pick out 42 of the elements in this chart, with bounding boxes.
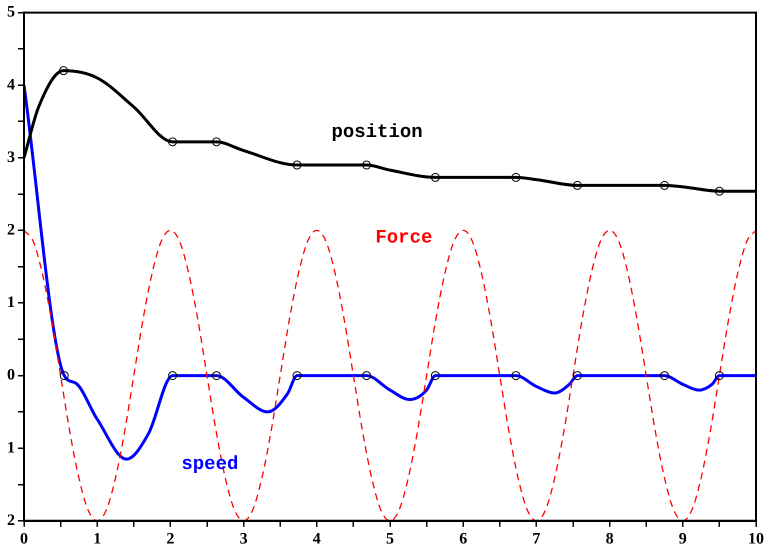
- x-tick-label: 4: [312, 530, 321, 548]
- point: [292, 371, 302, 380]
- x-tick-label: 3: [240, 530, 248, 548]
- x-tick-label: 10: [748, 530, 764, 548]
- y-tick-label: 0: [7, 366, 15, 384]
- point: [362, 160, 372, 170]
- point: [714, 371, 724, 380]
- point: [572, 371, 582, 380]
- point: [59, 66, 68, 76]
- y-tick-label: 4: [7, 76, 15, 94]
- point: [168, 137, 178, 146]
- point: [362, 371, 372, 380]
- point: [714, 186, 724, 196]
- point: [660, 180, 669, 190]
- point: [511, 172, 520, 182]
- point: [292, 160, 302, 170]
- point: [168, 371, 178, 380]
- x-tick-label: 5: [386, 530, 394, 548]
- x-tick-label: 1: [93, 530, 102, 548]
- series-label: position: [331, 121, 423, 144]
- y-tick-label: 2: [7, 512, 15, 529]
- y-tick-label: 1: [7, 294, 15, 312]
- x-tick-label: 2: [166, 530, 174, 548]
- point: [511, 371, 520, 380]
- x-tick-label: 0: [20, 530, 28, 548]
- y-tick-label: 5: [7, 4, 15, 21]
- x-tick-label: 8: [606, 530, 614, 548]
- y-tick-label: 1: [7, 439, 15, 456]
- text: speed: [181, 452, 238, 475]
- point: [430, 172, 440, 182]
- x-tick-label: 9: [678, 530, 687, 548]
- point: [212, 371, 222, 380]
- series-label: Force: [375, 226, 432, 248]
- y-tick-label: 2: [7, 222, 15, 239]
- point: [60, 371, 69, 380]
- point: [430, 371, 440, 380]
- y-tick-label: 3: [7, 148, 15, 166]
- x-tick-label: 7: [532, 530, 540, 548]
- x-tick-label: 6: [459, 530, 468, 548]
- point: [660, 371, 669, 380]
- point: [572, 180, 582, 190]
- point: [212, 137, 222, 146]
